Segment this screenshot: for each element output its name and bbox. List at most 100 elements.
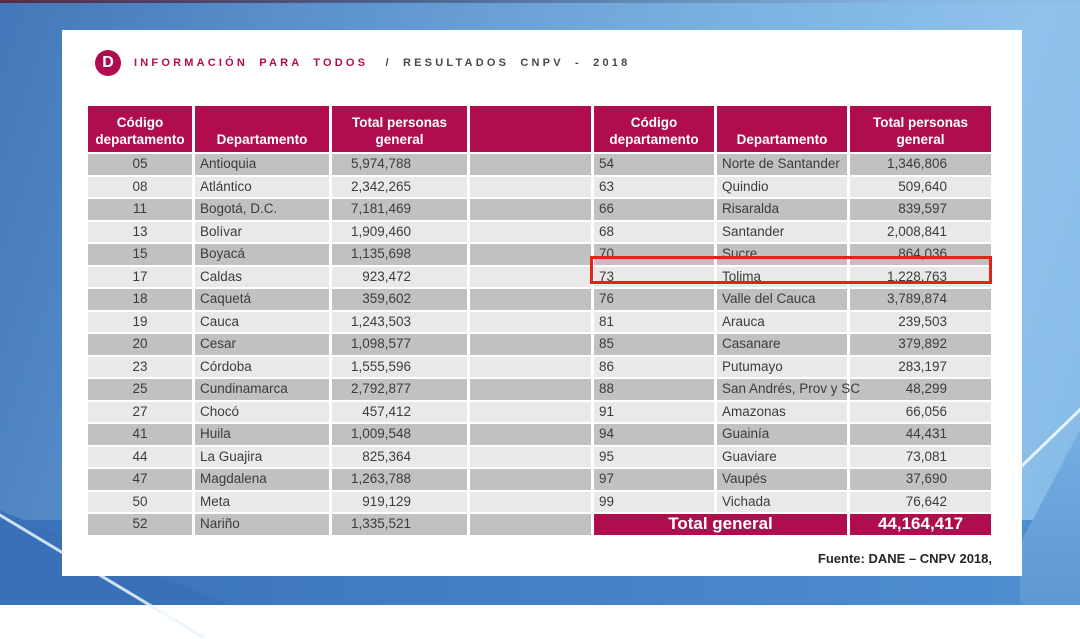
dept-name-cell: Atlántico [195, 176, 329, 197]
dept-name-cell: Chocó [195, 401, 329, 422]
page-title-primary: INFORMACIÓN PARA TODOS [134, 57, 369, 69]
dept-total-cell: 1,228,763 [850, 266, 991, 287]
dept-total-cell: 7,181,469 [332, 199, 467, 220]
col-header-total-right: Total personas general [850, 106, 991, 152]
dept-total-cell: 1,135,698 [332, 244, 467, 265]
table-row: 05 Antioquia 5,974,788 54 Norte de Santander… [88, 154, 991, 175]
slide-panel: D INFORMACIÓN PARA TODOS / RESULTADOS CN… [62, 30, 1022, 576]
dept-code-cell: 18 [88, 289, 192, 310]
table-row: 50 Meta 919,129 99 Vichada 76,642 [88, 491, 991, 512]
dept-total-cell: 283,197 [850, 356, 991, 377]
dept-name-cell: Córdoba [195, 356, 329, 377]
spacer-cell [470, 221, 591, 242]
table-row: 52 Nariño 1,335,521 Total general 44,164,417 [88, 514, 991, 535]
table-row: 44 La Guajira 825,364 95 Guaviare 73,081 [88, 446, 991, 467]
spacer-cell [470, 491, 591, 512]
dept-name-cell: Valle del Cauca [717, 289, 847, 310]
table-row: 23 Córdoba 1,555,596 86 Putumayo 283,197 [88, 356, 991, 377]
dept-code-cell: 47 [88, 469, 192, 490]
dept-name-cell: Nariño [195, 514, 329, 535]
source-note: Fuente: DANE – CNPV 2018, [817, 551, 992, 566]
dept-code-cell: 76 [594, 289, 714, 310]
dept-total-cell: 1,243,503 [332, 311, 467, 332]
dept-code-cell: 73 [594, 266, 714, 287]
dept-total-cell: 76,642 [850, 491, 991, 512]
dept-name-cell: Bolívar [195, 221, 329, 242]
table-row: 41 Huila 1,009,548 94 Guainía 44,431 [88, 424, 991, 445]
dept-name-cell: Risaralda [717, 199, 847, 220]
dept-code-cell: 68 [594, 221, 714, 242]
dept-total-cell: 66,056 [850, 401, 991, 422]
dept-code-cell: 70 [594, 244, 714, 265]
table-body: 05 Antioquia 5,974,788 54 Norte de Santander… [88, 154, 991, 535]
dept-name-cell: Quindio [717, 176, 847, 197]
dept-code-cell: 81 [594, 311, 714, 332]
dept-name-cell: Caldas [195, 266, 329, 287]
dept-name-cell: Caquetá [195, 289, 329, 310]
dane-logo-icon: D [95, 50, 121, 76]
col-header-departamento-right: Departamento [717, 106, 847, 152]
dept-total-cell: 239,503 [850, 311, 991, 332]
table-row: 27 Chocó 457,412 91 Amazonas 66,056 [88, 401, 991, 422]
dept-code-cell: 20 [88, 334, 192, 355]
dept-name-cell: Antioquia [195, 154, 329, 175]
dept-total-cell: 379,892 [850, 334, 991, 355]
dept-total-cell: 1,335,521 [332, 514, 467, 535]
page-title-secondary: / RESULTADOS CNPV - 2018 [385, 57, 631, 69]
dept-total-cell: 825,364 [332, 446, 467, 467]
col-header-total-left: Total personas general [332, 106, 467, 152]
spacer-cell [470, 514, 591, 535]
dept-name-cell: Sucre [717, 244, 847, 265]
dept-name-cell: San Andrés, Prov y SC [717, 379, 860, 400]
dept-code-cell: 41 [88, 424, 192, 445]
dept-total-cell: 5,974,788 [332, 154, 467, 175]
dept-name-cell: Bogotá, D.C. [195, 199, 329, 220]
dept-total-cell: 919,129 [332, 491, 467, 512]
spacer-cell [470, 244, 591, 265]
dept-total-cell: 839,597 [850, 199, 991, 220]
dept-name-cell: Magdalena [195, 469, 329, 490]
dept-name-cell: Cesar [195, 334, 329, 355]
dept-code-cell: 85 [594, 334, 714, 355]
spacer-cell [470, 446, 591, 467]
dept-name-cell: Guaviare [717, 446, 847, 467]
dept-code-cell: 25 [88, 379, 192, 400]
dept-name-cell: Huila [195, 424, 329, 445]
dept-code-cell: 63 [594, 176, 714, 197]
dept-code-cell: 11 [88, 199, 192, 220]
dept-code-cell: 23 [88, 356, 192, 377]
dept-total-cell: 509,640 [850, 176, 991, 197]
dept-code-cell: 99 [594, 491, 714, 512]
dept-name-cell: Vaupés [717, 469, 847, 490]
dept-code-cell: 13 [88, 221, 192, 242]
spacer-cell [470, 356, 591, 377]
dept-code-cell: 52 [88, 514, 192, 535]
dept-total-cell: 457,412 [332, 401, 467, 422]
dept-name-cell: Santander [717, 221, 847, 242]
total-general-label: Total general [594, 514, 847, 535]
dept-code-cell: 88 [594, 379, 714, 400]
spacer-cell [470, 289, 591, 310]
dept-total-cell: 73,081 [850, 446, 991, 467]
col-header-codigo-right: Código departamento [594, 106, 714, 152]
dept-code-cell: 50 [88, 491, 192, 512]
table-header-row: Código departamento Departamento Total p… [88, 106, 991, 152]
dept-name-cell: Meta [195, 491, 329, 512]
dept-name-cell: Cundinamarca [195, 379, 329, 400]
dept-code-cell: 27 [88, 401, 192, 422]
dept-total-cell: 44,431 [850, 424, 991, 445]
dept-name-cell: La Guajira [195, 446, 329, 467]
dept-total-cell: 2,792,877 [332, 379, 467, 400]
dept-code-cell: 08 [88, 176, 192, 197]
dept-code-cell: 94 [594, 424, 714, 445]
table-row: 47 Magdalena 1,263,788 97 Vaupés 37,690 [88, 469, 991, 490]
col-header-departamento-left: Departamento [195, 106, 329, 152]
dept-total-cell: 1,346,806 [850, 154, 991, 175]
dept-name-cell: Guainía [717, 424, 847, 445]
col-header-codigo-left: Código departamento [88, 106, 192, 152]
dept-total-cell: 1,263,788 [332, 469, 467, 490]
table-row: 17 Caldas 923,472 73 Tolima 1,228,763 [88, 266, 991, 287]
dept-name-cell: Amazonas [717, 401, 847, 422]
dept-code-cell: 15 [88, 244, 192, 265]
